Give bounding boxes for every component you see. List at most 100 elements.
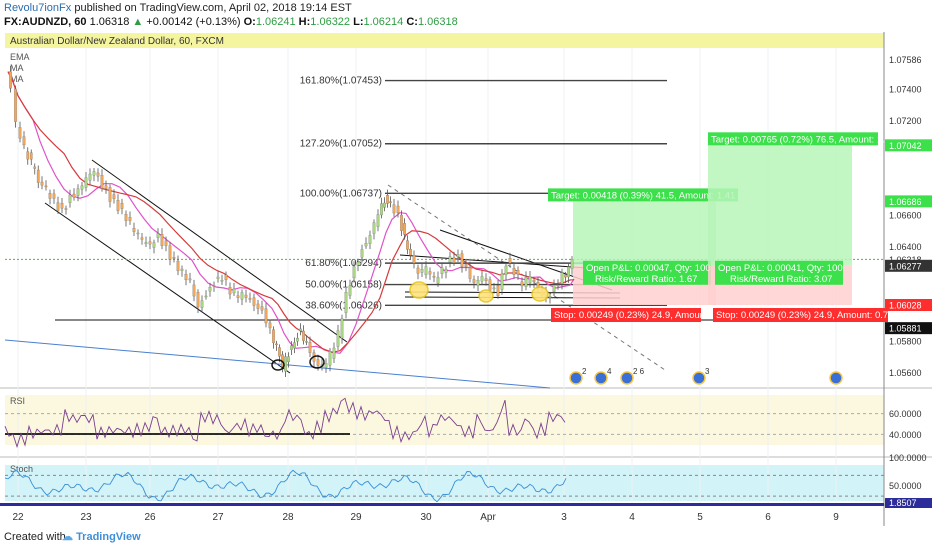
y-tick-label: 1.05600 <box>889 368 922 378</box>
pattern-circle <box>531 286 549 302</box>
candle-down <box>44 185 48 188</box>
candle-down <box>452 257 456 264</box>
candle-up <box>356 261 360 266</box>
event-count: 3 <box>705 367 710 376</box>
candle-up <box>440 267 444 274</box>
event-badges: 2 4 2 6 3 <box>569 367 843 385</box>
y-tick-label: 1.06400 <box>889 242 922 252</box>
candle-up <box>216 276 220 279</box>
candle-up <box>287 356 290 363</box>
candle-up <box>340 318 344 339</box>
publish-line: Revolu7ionFx published on TradingView.co… <box>4 2 352 14</box>
ma-line <box>7 71 575 353</box>
price-tag-bg <box>885 195 932 208</box>
high-label: H: <box>298 16 311 28</box>
candle-up <box>456 254 460 257</box>
candle-up <box>220 280 224 282</box>
candle-up <box>88 173 92 181</box>
candle-up <box>376 214 380 227</box>
open-pnl-label: Open P&L: 0.00047, Qty: 100 <box>586 263 711 274</box>
author-name[interactable]: Revolu7ionFx <box>4 2 72 14</box>
candle-down <box>29 152 33 160</box>
candle-down <box>532 280 536 283</box>
candle-up <box>552 284 556 292</box>
candle-up <box>352 266 356 279</box>
target-label: Target: 0.00418 (0.39%) 41.5, Amount: 1.… <box>551 190 735 201</box>
y-tick-label: 1.06277 <box>889 261 922 271</box>
candle-up <box>368 235 372 244</box>
candle-down <box>416 267 420 274</box>
candle-down <box>128 217 132 221</box>
candle-down <box>488 279 492 291</box>
stop-label: Stop: 0.00249 (0.23%) 24.9, Amount: 0.75 <box>554 310 731 321</box>
candle-down <box>260 306 264 311</box>
candle-up <box>152 242 156 248</box>
fib-level-label: 161.80%(1.07453) <box>300 76 382 87</box>
event-count: 4 <box>607 367 612 376</box>
candle-down <box>256 303 260 309</box>
rsi-tick-label: 60.0000 <box>889 409 922 419</box>
candlesticks <box>9 66 574 377</box>
candle-up <box>290 345 293 350</box>
pnl-label-bg <box>583 260 711 285</box>
candle-up <box>76 188 80 196</box>
candle-up <box>204 295 208 298</box>
candle-down <box>400 214 403 231</box>
trend-line <box>91 159 348 343</box>
publish-info: published on TradingView.com, April 02, … <box>74 2 352 14</box>
price-chart[interactable]: Australian Dollar/New Zealand Dollar, 60… <box>0 32 932 526</box>
candle-down <box>512 268 516 275</box>
x-tick-label: 4 <box>629 512 635 523</box>
candle-down <box>168 245 172 260</box>
y-tick-label: 1.07586 <box>889 55 922 65</box>
candle-up <box>364 243 368 247</box>
candle-down <box>116 200 120 211</box>
close-label: C: <box>406 16 418 28</box>
candle-up <box>80 185 84 190</box>
price-tag-bg <box>885 139 932 152</box>
up-arrow-icon: ▲ <box>132 16 144 28</box>
quote-line: FX:AUDNZD, 60 1.06318 ▲ +0.00142 (+0.13%… <box>4 16 458 28</box>
candle-up <box>208 287 212 292</box>
candle-down <box>564 274 567 278</box>
candle-up <box>144 242 148 245</box>
candle-up <box>293 342 296 349</box>
x-tick-label: 23 <box>80 512 92 523</box>
candle-up <box>299 328 302 332</box>
candle-down <box>26 151 30 160</box>
candle-down <box>100 175 104 189</box>
ema-line <box>7 71 575 354</box>
candle-down <box>428 271 432 275</box>
candle-up <box>360 249 364 258</box>
candle-down <box>392 204 396 214</box>
candle-down <box>176 260 180 271</box>
candle-down <box>516 270 520 275</box>
candle-down <box>472 279 476 283</box>
candle-up <box>570 259 574 269</box>
open-label: O: <box>243 16 256 28</box>
candle-up <box>336 330 340 347</box>
candle-down <box>484 278 488 282</box>
candle-down <box>212 285 216 287</box>
stoch-tick-label: 1.8507 <box>889 498 917 508</box>
rsi-label: RSI <box>10 396 25 406</box>
candle-down <box>40 181 44 186</box>
candle-up <box>480 276 484 282</box>
y-tick-label: 1.07400 <box>889 84 922 94</box>
candle-down <box>148 241 152 245</box>
candle-down <box>302 330 305 341</box>
candle-down <box>305 341 308 343</box>
candle-up <box>528 276 532 284</box>
trend-line <box>4 339 551 389</box>
rsi-line <box>4 397 566 449</box>
stoch-tag-bg <box>885 498 932 508</box>
candle-down <box>275 343 278 346</box>
candle-down <box>112 194 116 199</box>
candle-up <box>344 291 348 313</box>
tradingview-logo[interactable]: ☁ TradingView <box>62 530 141 543</box>
candle-up <box>448 256 452 263</box>
stop-label-bg <box>713 308 888 323</box>
candle-up <box>232 288 236 294</box>
rsi-pane: RSI 60.0000 40.0000 <box>4 396 922 449</box>
candle-up <box>284 356 287 372</box>
